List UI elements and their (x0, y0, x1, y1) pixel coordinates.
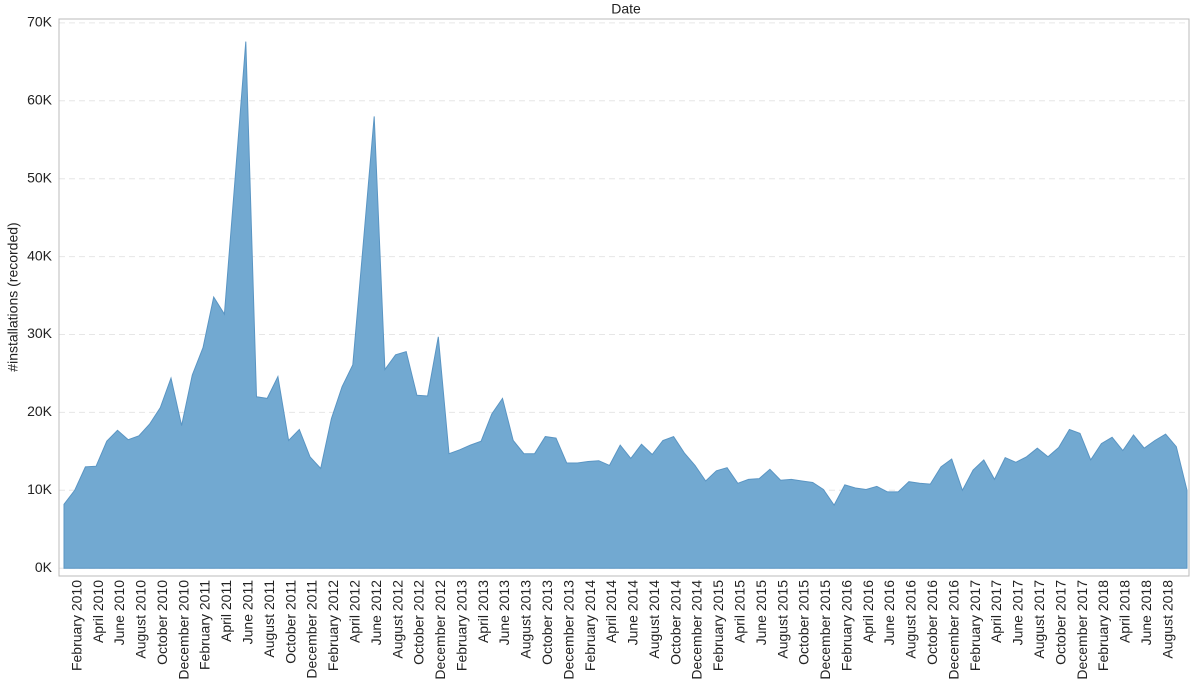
x-tick-label: August 2010 (133, 580, 149, 659)
x-tick-label: December 2011 (304, 580, 320, 679)
x-tick-label: February 2013 (453, 580, 469, 671)
x-tick-label: December 2015 (817, 580, 833, 680)
x-tick-label: June 2012 (368, 580, 384, 646)
plot-frame (58, 18, 1190, 577)
x-tick-label: December 2010 (175, 580, 191, 680)
x-tick-label: October 2014 (667, 580, 683, 665)
x-tick-label: December 2012 (432, 580, 448, 680)
x-tick-label: February 2014 (582, 580, 598, 671)
x-tick-label: June 2016 (881, 580, 897, 646)
x-tick-label: August 2018 (1159, 580, 1175, 659)
x-tick-label: April 2013 (475, 580, 491, 643)
y-tick-label: 70K (27, 14, 53, 30)
x-tick-label: February 2017 (967, 580, 983, 671)
x-tick-label: August 2013 (518, 580, 534, 659)
area (63, 41, 1188, 569)
x-tick-label: October 2017 (1052, 580, 1068, 665)
x-tick-label: June 2011 (240, 580, 256, 645)
x-tick-label: October 2010 (154, 580, 170, 665)
y-tick-label: 0K (35, 559, 53, 575)
y-tick-label: 50K (27, 169, 53, 185)
x-tick-label: October 2015 (796, 580, 812, 665)
x-tick-label: February 2015 (710, 580, 726, 671)
x-tick-label: June 2014 (625, 580, 641, 646)
y-tick-label: 60K (27, 92, 53, 108)
x-tick-label: December 2014 (689, 580, 705, 680)
x-tick-label: October 2011 (282, 580, 298, 664)
x-tick-label: December 2016 (945, 580, 961, 680)
x-axis-title: Date (611, 1, 641, 17)
y-tick-label: 40K (27, 247, 53, 263)
x-tick-label: February 2018 (1095, 580, 1111, 671)
x-tick-label: December 2013 (560, 580, 576, 680)
x-tick-label: June 2010 (111, 580, 127, 646)
x-tick-label: April 2018 (1117, 580, 1133, 643)
x-tick-label: February 2016 (838, 580, 854, 671)
x-tick-label: April 2011 (218, 580, 234, 642)
x-tick-label: August 2017 (1031, 580, 1047, 659)
x-tick-label: June 2017 (1010, 580, 1026, 646)
x-tick-label: February 2012 (325, 580, 341, 671)
x-tick-label: April 2017 (988, 580, 1004, 643)
y-tick-label: 30K (27, 325, 53, 341)
x-tick-label: December 2017 (1074, 580, 1090, 680)
x-tick-label: February 2011 (197, 580, 213, 670)
x-tick-label: April 2014 (603, 580, 619, 643)
x-tick-label: June 2018 (1138, 580, 1154, 646)
x-tick-label: April 2010 (90, 580, 106, 643)
x-tick-label: April 2016 (860, 580, 876, 643)
x-tick-label: October 2013 (539, 580, 555, 665)
y-tick-label: 10K (27, 481, 53, 497)
x-tick-label: August 2015 (774, 580, 790, 659)
x-tick-label: August 2012 (389, 580, 405, 659)
x-tick-label: February 2010 (68, 580, 84, 671)
x-tick-label: August 2011 (261, 580, 277, 658)
x-tick-label: August 2014 (646, 580, 662, 659)
x-tick-label: October 2016 (924, 580, 940, 665)
x-tick-label: October 2012 (411, 580, 427, 665)
x-tick-label: June 2015 (753, 580, 769, 646)
y-axis-title: #installations (recorded) (5, 222, 21, 371)
x-tick-label: August 2016 (903, 580, 919, 659)
y-tick-label: 20K (27, 403, 53, 419)
x-tick-label: April 2015 (732, 580, 748, 643)
x-tick-label: June 2013 (496, 580, 512, 646)
x-tick-label: April 2012 (346, 580, 362, 643)
